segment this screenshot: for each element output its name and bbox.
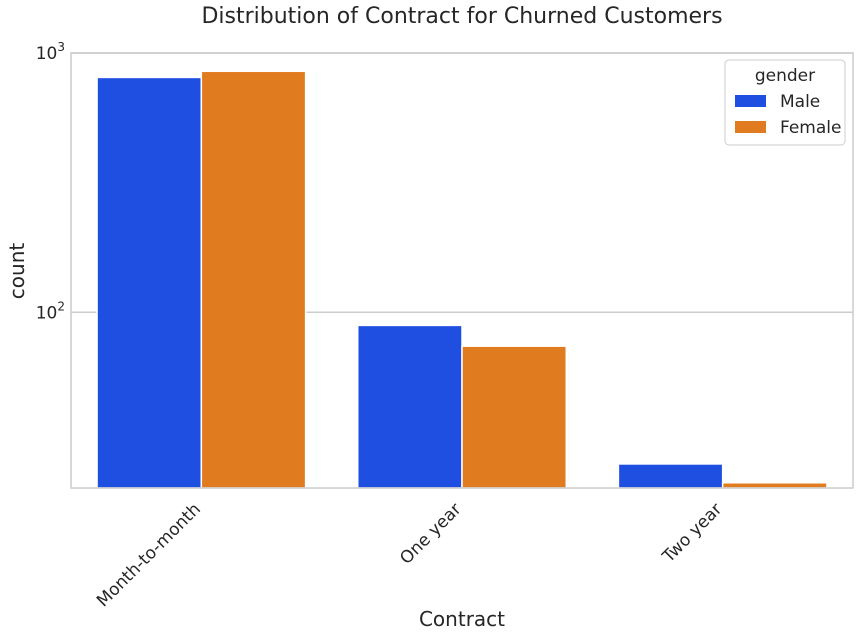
bar-male-2 <box>617 463 724 489</box>
bar-female-2 <box>721 482 828 489</box>
legend-title: gender <box>755 66 815 86</box>
legend-swatch-male <box>735 95 766 107</box>
legend: gender Male Female <box>724 59 846 146</box>
y-ticks: 102 103 <box>36 40 65 323</box>
bar-female-0 <box>200 70 307 489</box>
bars <box>96 70 828 489</box>
y-tick-label-1: 103 <box>36 40 65 64</box>
x-tick-label-1: One year <box>396 499 465 568</box>
plot-frame <box>70 52 854 489</box>
legend-label-female: Female <box>780 118 841 138</box>
legend-label-male: Male <box>780 92 820 112</box>
bar-male-0 <box>96 76 203 489</box>
x-ticks: Month-to-month One year Two year <box>93 499 726 611</box>
bar-female-1 <box>461 345 568 489</box>
legend-swatch-female <box>735 121 766 133</box>
legend-items: Male Female <box>735 92 841 138</box>
x-axis-label: Contract <box>419 607 505 631</box>
y-axis-label: count <box>5 243 29 300</box>
chart-title: Distribution of Contract for Churned Cus… <box>201 4 722 29</box>
y-tick-label-0: 102 <box>36 299 65 323</box>
x-tick-label-2: Two year <box>658 499 726 567</box>
x-tick-label-0: Month-to-month <box>93 499 205 611</box>
bar-male-1 <box>356 324 463 489</box>
